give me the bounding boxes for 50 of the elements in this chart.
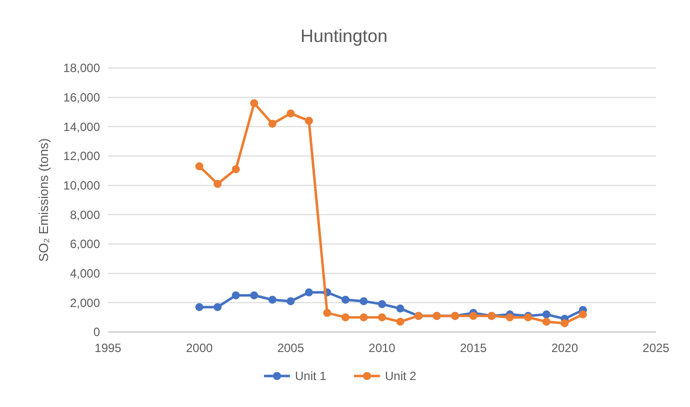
point	[341, 296, 350, 304]
point	[286, 109, 295, 118]
point	[286, 297, 295, 306]
point	[542, 310, 550, 318]
point	[578, 310, 587, 318]
point	[195, 303, 204, 312]
point	[542, 318, 550, 326]
y-tick-label: 8,000	[70, 208, 100, 222]
chart-title: Huntington	[300, 26, 388, 46]
point	[250, 291, 258, 300]
point	[268, 120, 276, 128]
y-axis-title: SO₂ Emissions (tons)	[36, 138, 51, 262]
point	[378, 313, 386, 322]
y-tick-label: 16,000	[63, 90, 100, 105]
x-tick-label: 2025	[642, 341, 670, 355]
point	[214, 180, 222, 188]
point	[232, 165, 240, 174]
point	[360, 297, 368, 306]
point	[195, 162, 204, 170]
point	[396, 304, 404, 313]
x-tick-label: 2020	[551, 341, 578, 355]
y-tick-label: 12,000	[63, 149, 100, 164]
y-tick-label: 4,000	[70, 266, 100, 281]
legend-label: Unit 1	[295, 369, 327, 384]
point	[214, 303, 222, 312]
point	[268, 296, 276, 304]
y-tick-label: 6,000	[70, 237, 100, 252]
point	[304, 116, 313, 125]
x-tick-label: 2000	[186, 341, 214, 355]
point	[560, 319, 569, 328]
x-tick-label: 2005	[277, 341, 304, 355]
y-tick-label: 2,000	[70, 296, 100, 310]
x-tick-label: 1995	[94, 341, 122, 355]
point	[304, 288, 313, 296]
point	[378, 300, 386, 308]
point	[506, 313, 514, 322]
point	[360, 313, 368, 322]
x-tick-label: 2015	[460, 341, 488, 355]
point	[341, 313, 350, 322]
y-tick-label: 18,000	[63, 61, 100, 76]
y-tick-label: 10,000	[63, 178, 100, 193]
x-tick-label: 2010	[368, 341, 396, 355]
y-tick-label: 0	[93, 325, 100, 340]
point	[323, 308, 332, 317]
point	[469, 312, 478, 320]
y-tick-label: 14,000	[63, 120, 100, 134]
point	[250, 99, 258, 108]
point	[396, 318, 404, 326]
legend-label: Unit 2	[385, 369, 417, 384]
point	[232, 291, 240, 300]
